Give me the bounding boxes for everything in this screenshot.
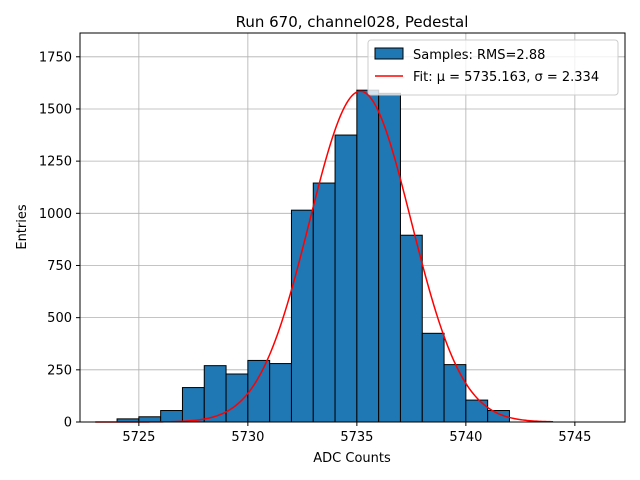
histogram-bar <box>269 363 292 423</box>
y-axis-ticks: 0 250 500 750 1000 1250 1500 1750 <box>39 50 80 431</box>
histogram-bar <box>465 399 489 423</box>
histogram-bar <box>421 332 445 423</box>
y-tick-label: 750 <box>47 259 72 274</box>
x-tick-label: 5725 <box>122 430 155 445</box>
histogram-bar <box>160 410 183 423</box>
chart-title: Run 670, channel028, Pedestal <box>236 13 469 31</box>
legend-hist-swatch <box>374 47 404 60</box>
y-tick-label: 1000 <box>39 207 72 222</box>
y-tick-label: 1500 <box>39 102 72 117</box>
legend-hist-label: Samples: RMS=2.88 <box>413 48 545 63</box>
y-tick-label: 1250 <box>39 155 72 170</box>
histogram-bar <box>312 182 336 423</box>
x-tick-label: 5745 <box>558 430 591 445</box>
y-tick-label: 250 <box>47 363 72 378</box>
histogram-bar <box>247 359 271 423</box>
x-axis-ticks: 5725 5730 5735 5740 5745 <box>122 422 591 445</box>
x-tick-label: 5735 <box>340 430 373 445</box>
histogram-bar <box>443 364 467 423</box>
x-tick-label: 5730 <box>231 430 264 445</box>
histogram-bar <box>290 209 314 423</box>
legend: Samples: RMS=2.88 Fit: μ = 5735.163, σ =… <box>367 39 619 96</box>
y-axis-label: Entries <box>15 204 30 250</box>
histogram-bar <box>356 89 380 423</box>
y-tick-label: 1750 <box>39 50 72 65</box>
legend-box <box>367 39 619 96</box>
histogram-bar <box>181 387 205 423</box>
y-tick-label: 500 <box>47 311 72 326</box>
x-tick-label: 5740 <box>449 430 482 445</box>
histogram-bar <box>334 134 358 423</box>
plot-frame <box>79 32 626 423</box>
legend-fit-label: Fit: μ = 5735.163, σ = 2.334 <box>413 70 599 85</box>
x-axis-label: ADC Counts <box>313 451 391 466</box>
y-tick-label: 0 <box>64 416 72 431</box>
histogram-bar <box>399 234 423 423</box>
